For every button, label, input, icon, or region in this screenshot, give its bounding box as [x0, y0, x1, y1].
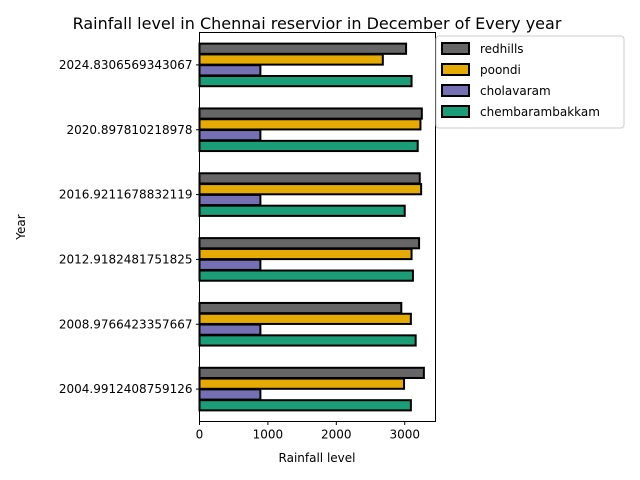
bar-cholavaram-2: [198, 258, 262, 271]
legend-label-redhills: redhills: [480, 42, 524, 56]
y-tick-label: 2004.9912408759126: [59, 382, 193, 396]
bar-poondi-0: [198, 377, 406, 390]
plot-frame: [199, 32, 436, 422]
y-axis: 2004.9912408759126 2008.9766423357667 2012…: [59, 58, 200, 396]
y-axis-label: Year: [14, 214, 28, 240]
legend-label-chembarambakkam: chembarambakkam: [480, 105, 600, 119]
bar-chembarambakkam-0: [198, 399, 412, 412]
y-tick-label: 2020.897810218978: [67, 123, 193, 137]
bar-redhills-4: [198, 107, 423, 120]
bar-poondi-3: [198, 183, 423, 196]
legend-label-cholavaram: cholavaram: [480, 84, 551, 98]
chart-title: Rainfall level in Chennai reservior in D…: [73, 14, 562, 33]
bar-cholavaram-5: [198, 64, 262, 77]
legend-label-poondi: poondi: [480, 63, 521, 77]
bar-poondi-4: [198, 118, 422, 131]
x-tick-label: 2000: [321, 428, 352, 442]
bar-redhills-0: [198, 366, 425, 379]
bar-chembarambakkam-4: [198, 139, 419, 153]
legend-swatch-cholavaram: [441, 84, 470, 97]
x-tick-label: 0: [196, 428, 204, 442]
legend-swatch-redhills: [441, 42, 470, 55]
bar-poondi-2: [198, 247, 413, 261]
bar-chembarambakkam-1: [198, 334, 417, 347]
x-tick-label: 1000: [253, 428, 284, 442]
y-tick-label: 2024.8306569343067: [59, 58, 193, 72]
bar-chembarambakkam-3: [198, 204, 406, 217]
x-axis: 0 1000 2000 3000: [196, 421, 420, 442]
y-tick-label: 2008.9766423357667: [59, 317, 193, 331]
bar-poondi-1: [198, 312, 412, 325]
bar-chembarambakkam-5: [198, 75, 413, 88]
y-tick-label: 2012.9182481751825: [59, 252, 193, 266]
bar-cholavaram-3: [198, 193, 262, 207]
legend-swatch-chembarambakkam: [441, 105, 470, 118]
bar-redhills-1: [198, 301, 403, 315]
bar-chembarambakkam-2: [198, 269, 414, 282]
bar-redhills-2: [198, 237, 421, 250]
bar-poondi-5: [198, 53, 384, 66]
x-axis-label: Rainfall level: [279, 451, 356, 465]
bar-redhills-5: [198, 42, 408, 55]
bars-layer: [198, 42, 425, 412]
legend-swatch-poondi: [441, 63, 470, 76]
bar-cholavaram-0: [198, 388, 262, 401]
bar-cholavaram-1: [198, 323, 262, 336]
legend-frame: [435, 35, 625, 129]
bar-redhills-3: [198, 172, 421, 185]
legend: redhills poondi cholavaram chembarambakkam: [435, 35, 625, 129]
y-tick-label: 2016.9211678832119: [59, 188, 193, 202]
x-tick-label: 3000: [389, 428, 420, 442]
bar-cholavaram-4: [198, 129, 262, 142]
